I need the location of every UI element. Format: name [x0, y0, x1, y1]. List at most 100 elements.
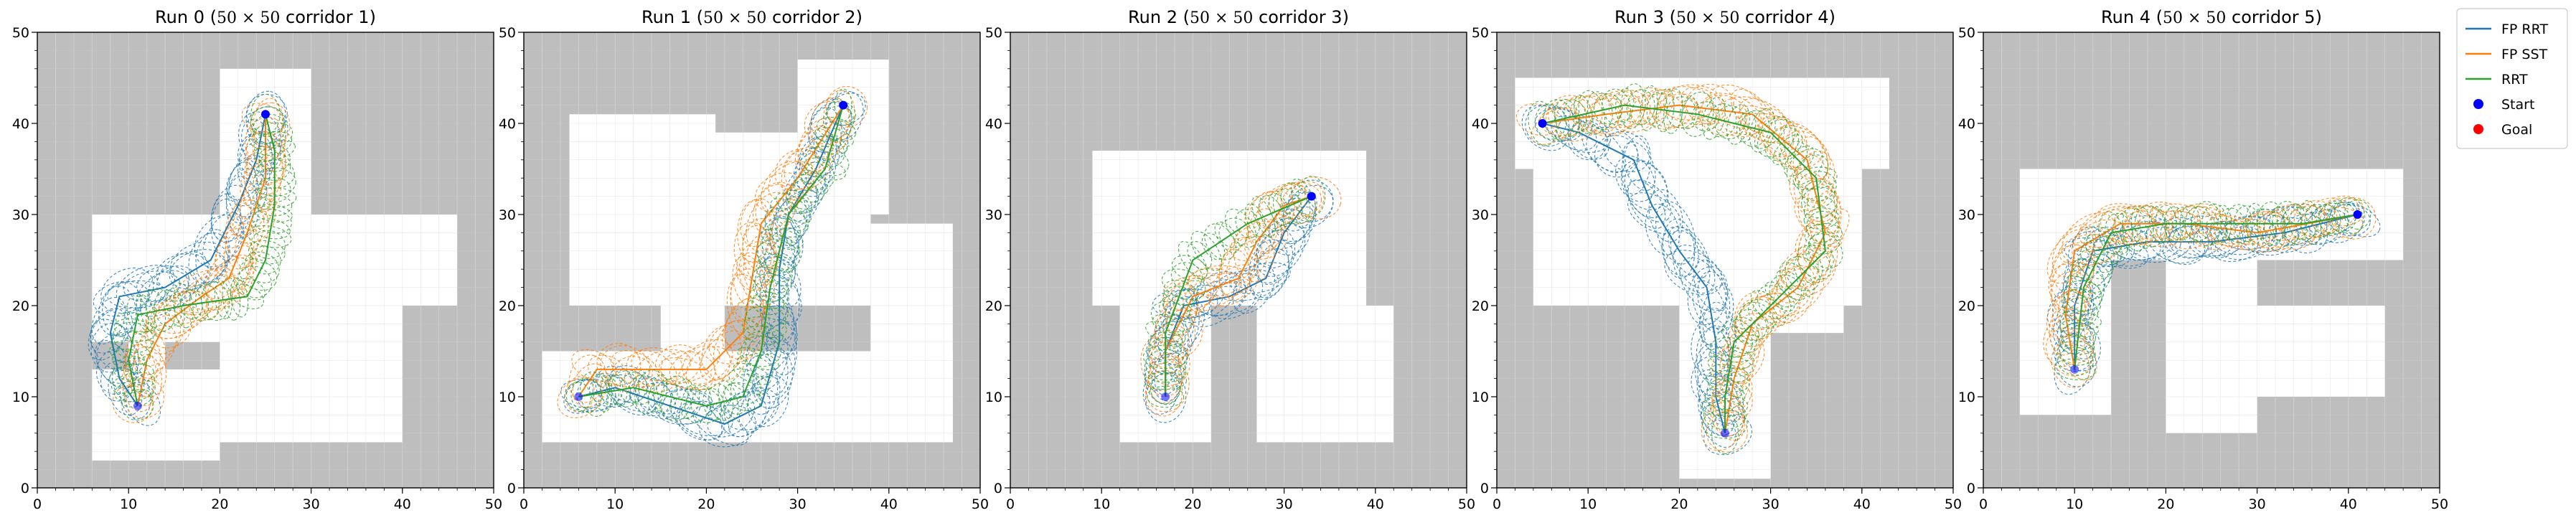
uncertainty-ellipse — [1282, 191, 1317, 232]
start-marker — [839, 100, 848, 110]
y-tick-label: 30 — [1472, 207, 1489, 223]
y-tick-label: 20 — [12, 298, 29, 314]
uncertainty-ellipse — [2128, 227, 2192, 263]
uncertainty-ellipse — [1627, 179, 1672, 222]
uncertainty-ellipse — [1569, 95, 1620, 134]
uncertainty-ellipse — [253, 167, 296, 197]
uncertainty-ellipse — [1698, 95, 1748, 136]
uncertainty-ellipse — [2072, 258, 2111, 286]
uncertainty-ellipse — [676, 401, 725, 440]
uncertainty-ellipse — [740, 198, 775, 248]
uncertainty-ellipse — [194, 215, 243, 268]
uncertainty-ellipse — [1286, 184, 1334, 229]
title-math: 50 × 50 — [1676, 9, 1739, 27]
x-tick-label: 40 — [394, 496, 411, 512]
uncertainty-ellipse — [1145, 361, 1190, 413]
free-cell — [2019, 169, 2112, 415]
uncertainty-ellipse — [2127, 202, 2179, 240]
y-tick-label: 10 — [1472, 390, 1489, 405]
uncertainty-ellipse — [2134, 204, 2166, 248]
uncertainty-ellipse — [2056, 312, 2092, 355]
uncertainty-ellipse — [626, 350, 677, 392]
uncertainty-ellipse — [1648, 189, 1683, 242]
uncertainty-ellipse — [1640, 93, 1686, 130]
legend-entry-fp-rrt: FP RRT — [2465, 22, 2548, 37]
x-tick-label: 50 — [485, 496, 502, 512]
uncertainty-ellipse — [726, 273, 764, 339]
legend-entry-fp-sst: FP SST — [2465, 47, 2548, 62]
legend-label: FP RRT — [2501, 22, 2548, 37]
uncertainty-ellipse — [1147, 321, 1193, 374]
uncertainty-ellipse — [1142, 370, 1177, 415]
title-math: 50 × 50 — [703, 9, 766, 27]
title-prefix: Run 2 ( — [1128, 7, 1190, 27]
free-cell — [797, 60, 889, 215]
uncertainty-ellipse — [154, 290, 183, 328]
uncertainty-ellipse — [654, 344, 701, 385]
uncertainty-ellipse — [2209, 220, 2270, 250]
uncertainty-ellipse — [250, 106, 285, 137]
uncertainty-ellipse — [174, 269, 237, 314]
x-tick-label: 30 — [1276, 496, 1293, 512]
uncertainty-ellipse — [1714, 105, 1746, 140]
series-rrt — [2054, 197, 2371, 380]
uncertainty-ellipse — [1182, 273, 1242, 312]
title-suffix: corridor 5) — [2226, 7, 2322, 27]
uncertainty-ellipse — [746, 192, 791, 252]
uncertainty-ellipse — [2100, 207, 2158, 246]
uncertainty-ellipse — [1256, 223, 1306, 277]
uncertainty-ellipse — [708, 319, 765, 364]
free-cell — [660, 306, 725, 352]
uncertainty-ellipse — [2046, 290, 2086, 339]
uncertainty-ellipse — [215, 228, 254, 292]
uncertainty-ellipse — [669, 345, 720, 383]
uncertainty-ellipse — [2063, 276, 2095, 325]
uncertainty-ellipse — [1793, 151, 1835, 212]
uncertainty-ellipse — [1736, 110, 1757, 143]
uncertainty-ellipse — [1693, 259, 1728, 311]
uncertainty-ellipse — [2066, 253, 2113, 304]
uncertainty-ellipse — [1297, 176, 1326, 217]
panel-title: Run 3 (50 × 50 corridor 4) — [1614, 7, 1835, 27]
uncertainty-ellipse — [244, 116, 286, 162]
y-tick-label: 10 — [12, 390, 29, 405]
uncertainty-ellipse — [1208, 273, 1264, 320]
uncertainty-ellipse — [1567, 120, 1608, 161]
grid — [524, 32, 980, 488]
uncertainty-ellipse — [210, 198, 245, 262]
legend-marker-swatch — [2473, 99, 2483, 109]
uncertainty-ellipse — [2092, 226, 2147, 263]
uncertainty-ellipse — [2051, 289, 2092, 347]
uncertainty-ellipse — [738, 375, 781, 433]
uncertainty-ellipse — [761, 305, 798, 359]
uncertainty-ellipse — [1145, 321, 1186, 345]
title-prefix: Run 3 ( — [1614, 7, 1676, 27]
uncertainty-ellipse — [2320, 204, 2364, 243]
uncertainty-ellipse — [826, 86, 868, 128]
uncertainty-ellipse — [764, 207, 809, 237]
uncertainty-ellipse — [1670, 230, 1711, 288]
legend-label: Start — [2501, 97, 2534, 113]
y-tick-label: 10 — [1958, 390, 1975, 405]
uncertainty-ellipse — [678, 400, 733, 437]
axes-frame — [523, 32, 981, 489]
series-rrt — [1142, 176, 1326, 408]
mean-path-line — [2074, 214, 2358, 370]
uncertainty-ellipse — [1230, 262, 1291, 294]
uncertainty-ellipse — [1244, 221, 1289, 260]
uncertainty-ellipse — [1152, 289, 1212, 320]
panel-title: Run 0 (50 × 50 corridor 1) — [155, 7, 376, 27]
free-cell — [569, 114, 716, 306]
x-tick-label: 20 — [1670, 496, 1688, 512]
uncertainty-ellipse — [1268, 208, 1311, 256]
uncertainty-ellipse — [102, 286, 136, 337]
uncertainty-ellipse — [245, 90, 286, 145]
x-tick-label: 20 — [697, 496, 715, 512]
uncertainty-ellipse — [1614, 155, 1655, 202]
legend-entry-goal: Goal — [2473, 122, 2532, 138]
uncertainty-ellipse — [1256, 240, 1293, 283]
uncertainty-ellipse — [1277, 182, 1322, 217]
uncertainty-ellipse — [113, 379, 156, 402]
uncertainty-ellipse — [1521, 105, 1569, 151]
start-marker — [1538, 119, 1547, 128]
